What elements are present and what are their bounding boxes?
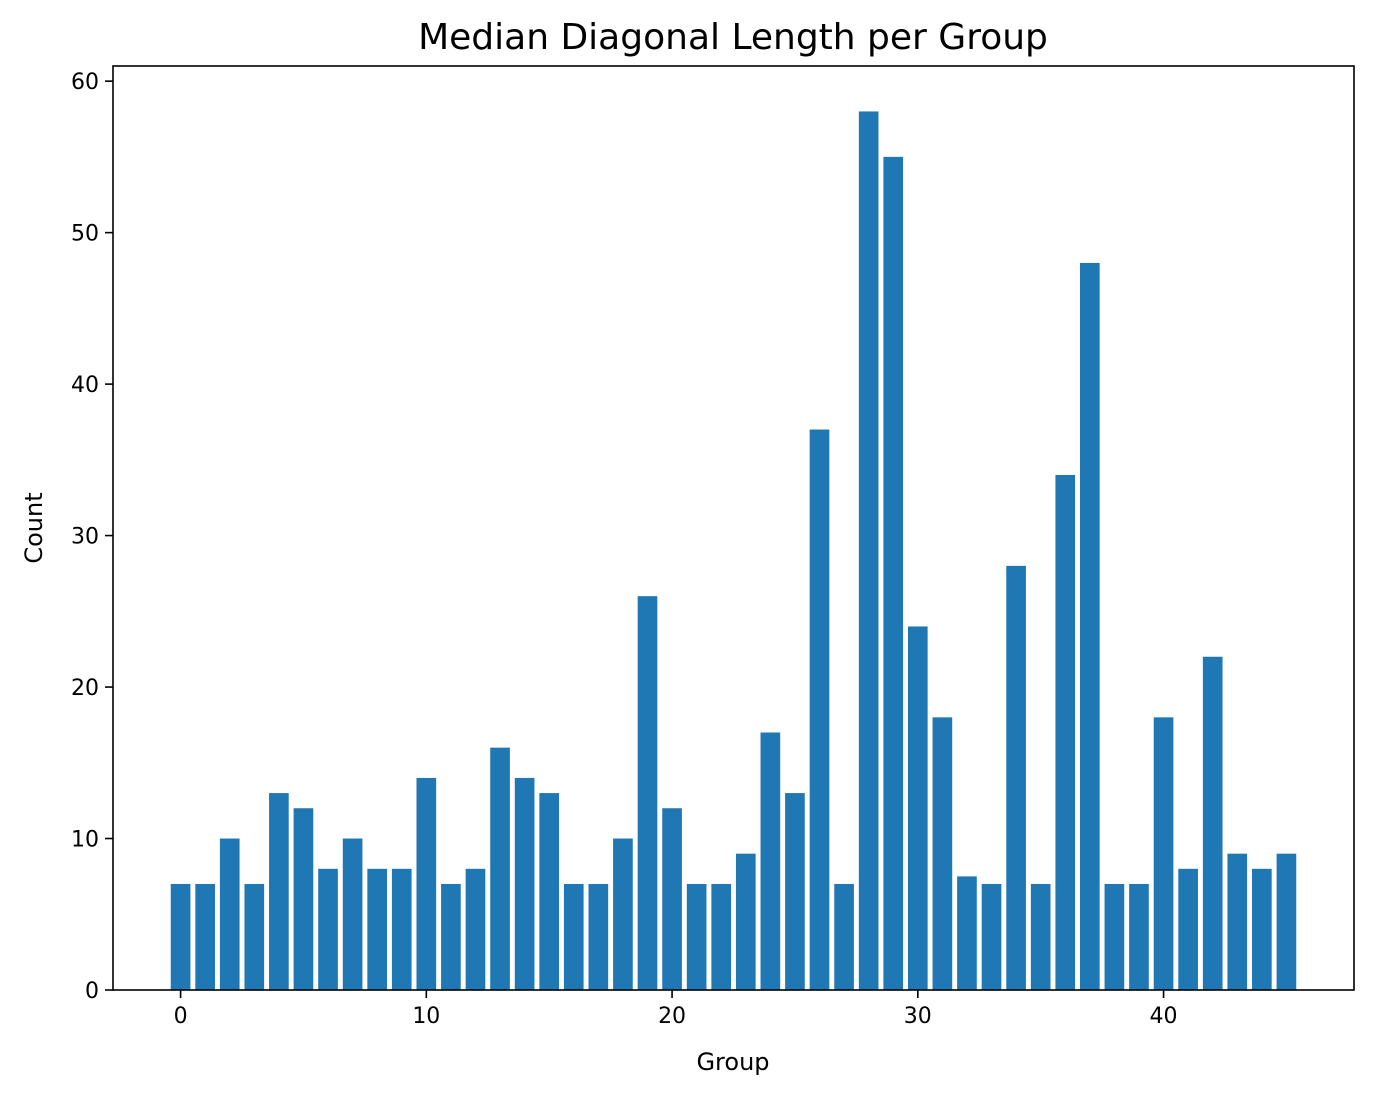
bar-group-6 [318, 868, 338, 990]
bar-group-36 [1055, 474, 1076, 990]
y-tick-label: 60 [71, 70, 99, 95]
bar-group-41 [1178, 868, 1198, 990]
y-tick-label: 50 [71, 222, 99, 247]
bar-group-19 [637, 596, 658, 990]
bar-group-30 [907, 626, 928, 990]
bar-group-43 [1227, 853, 1248, 990]
bar-group-42 [1202, 656, 1223, 990]
bar-group-29 [883, 156, 904, 990]
bar-group-5 [293, 808, 314, 990]
bar-group-35 [1030, 883, 1051, 990]
chart-title: Median Diagonal Length per Group [418, 17, 1048, 58]
bar-group-22 [711, 883, 732, 990]
bar-group-17 [588, 883, 609, 990]
bar-group-21 [686, 883, 707, 990]
bar-group-15 [539, 793, 560, 990]
y-tick-label: 30 [71, 525, 99, 550]
bar-group-39 [1129, 883, 1149, 990]
x-tick-label: 10 [412, 1004, 440, 1029]
bar-group-45 [1276, 853, 1297, 990]
bar-group-2 [219, 838, 240, 990]
bar-group-33 [981, 883, 1002, 990]
y-axis-label: Count [20, 492, 48, 563]
y-tick-label: 40 [71, 373, 99, 398]
bar-group-7 [342, 838, 363, 990]
bar-group-32 [957, 876, 977, 990]
plot-frame [112, 65, 1355, 991]
bar-group-12 [465, 868, 486, 990]
bar-group-25 [785, 793, 805, 990]
bar-group-38 [1104, 883, 1125, 990]
bar-group-24 [760, 732, 781, 990]
x-tick-label: 0 [174, 1004, 188, 1029]
y-tick-label: 10 [71, 828, 99, 853]
x-axis-ticks: 0 10 20 30 40 [174, 990, 1178, 1029]
bar-group-37 [1079, 262, 1100, 990]
bar-group-8 [367, 868, 388, 990]
bar-group-4 [269, 793, 289, 990]
bar-group-26 [809, 429, 830, 990]
bar-group-1 [195, 883, 215, 990]
bar-group-16 [563, 883, 584, 990]
bar-group-40 [1153, 717, 1174, 990]
y-tick-label: 20 [71, 676, 99, 701]
bar-group-18 [613, 838, 633, 990]
bar-group-3 [244, 883, 265, 990]
bar-group-9 [391, 868, 412, 990]
bar-group-0 [170, 883, 191, 990]
bar-group-14 [514, 777, 535, 990]
bar-group-28 [858, 111, 879, 990]
y-tick-label: 0 [85, 979, 99, 1004]
bar-group-34 [1006, 565, 1026, 990]
x-axis-label: Group [696, 1048, 769, 1076]
bar-group-44 [1252, 868, 1272, 990]
bar-group-20 [662, 808, 682, 990]
bar-group-23 [735, 853, 756, 990]
x-tick-label: 20 [658, 1004, 686, 1029]
bar-group-11 [441, 883, 461, 990]
bars-group [170, 111, 1297, 990]
bar-group-31 [932, 717, 953, 990]
x-tick-label: 30 [904, 1004, 932, 1029]
bar-group-27 [834, 883, 854, 990]
x-tick-label: 40 [1150, 1004, 1178, 1029]
bar-group-13 [490, 747, 510, 990]
y-axis-ticks: 0 10 20 30 40 50 60 [71, 70, 113, 1004]
bar-group-10 [416, 777, 437, 990]
